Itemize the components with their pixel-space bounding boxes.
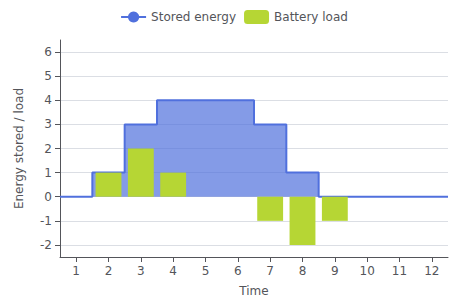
svg-text:Energy stored / load: Energy stored / load — [12, 88, 26, 209]
svg-text:5: 5 — [44, 69, 52, 83]
svg-text:-2: -2 — [40, 238, 52, 252]
svg-text:5: 5 — [202, 264, 210, 278]
svg-text:2: 2 — [44, 142, 52, 156]
svg-text:1: 1 — [44, 166, 52, 180]
svg-text:2: 2 — [105, 264, 113, 278]
svg-text:Time: Time — [238, 284, 268, 298]
svg-text:0: 0 — [44, 190, 52, 204]
svg-text:3: 3 — [137, 264, 145, 278]
svg-text:11: 11 — [392, 264, 407, 278]
svg-text:Stored energy: Stored energy — [151, 10, 236, 24]
svg-text:1: 1 — [72, 264, 80, 278]
svg-text:Battery load: Battery load — [274, 10, 348, 24]
svg-text:4: 4 — [44, 93, 52, 107]
svg-text:12: 12 — [424, 264, 439, 278]
svg-text:8: 8 — [299, 264, 307, 278]
svg-text:4: 4 — [169, 264, 177, 278]
svg-text:6: 6 — [44, 45, 52, 59]
svg-text:10: 10 — [360, 264, 375, 278]
svg-text:6: 6 — [234, 264, 242, 278]
svg-text:3: 3 — [44, 117, 52, 131]
svg-text:9: 9 — [331, 264, 339, 278]
svg-text:-1: -1 — [40, 214, 52, 228]
svg-text:7: 7 — [266, 264, 274, 278]
